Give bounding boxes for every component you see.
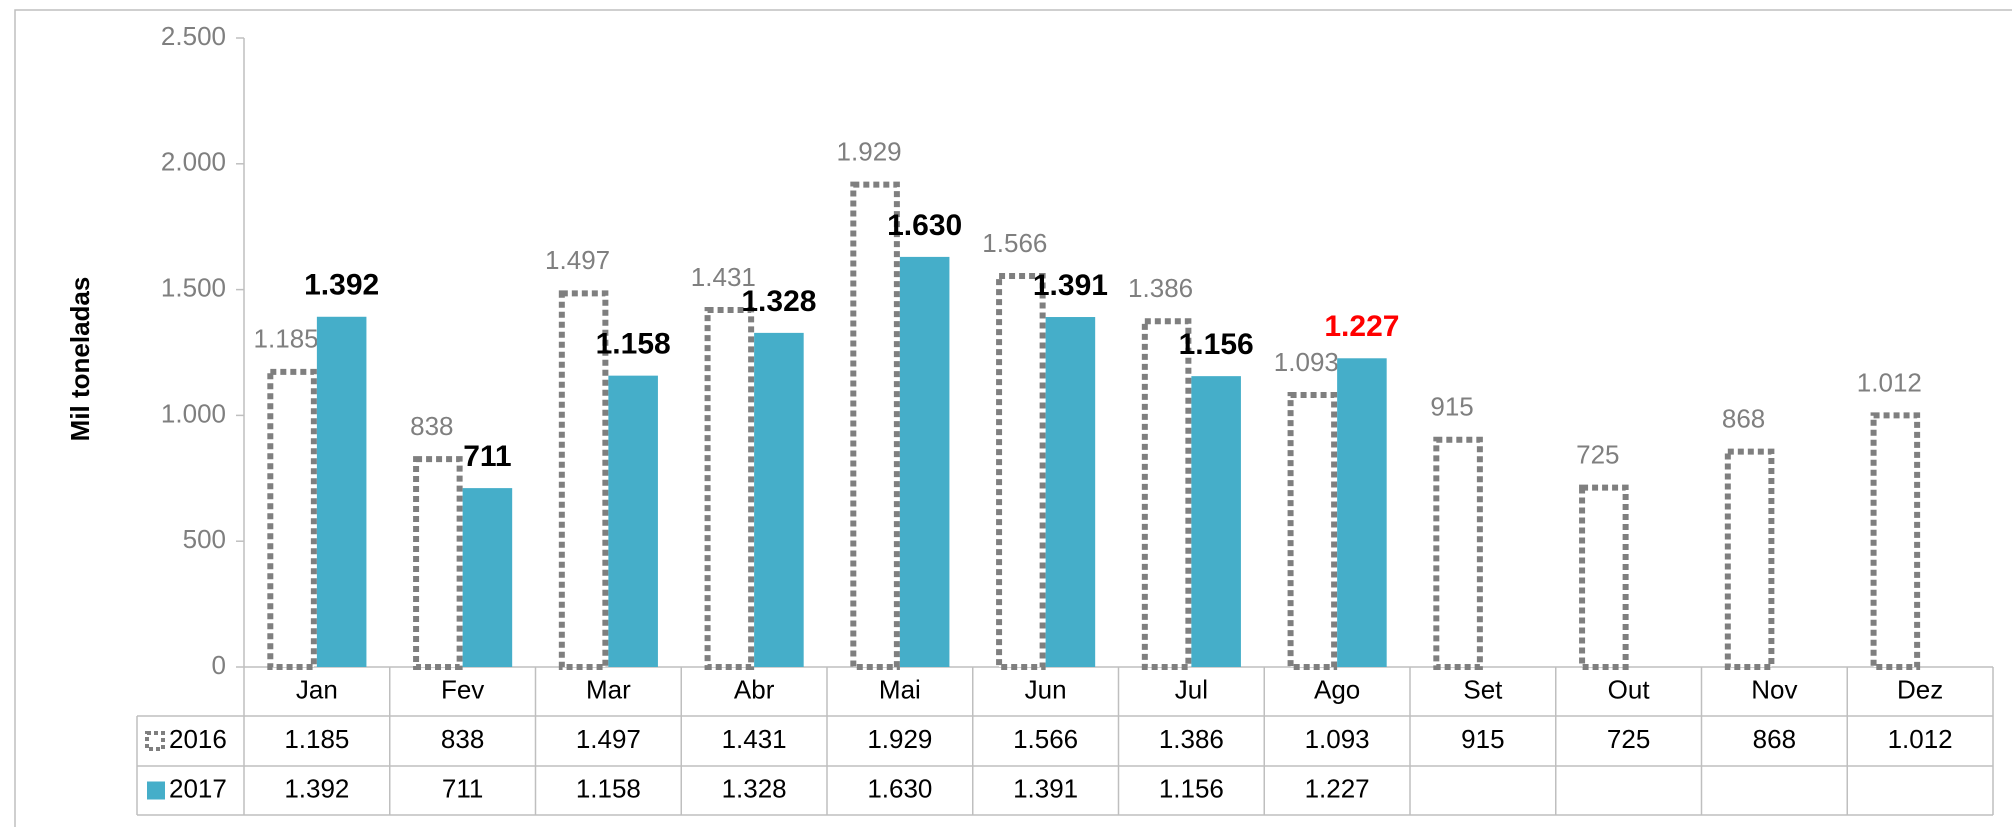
data-label: 1.386 xyxy=(1128,273,1193,303)
table-cell: 1.630 xyxy=(867,773,932,803)
data-label: 1.431 xyxy=(691,262,756,292)
x-tick-label: Mar xyxy=(586,674,631,704)
data-label: 1.328 xyxy=(741,285,816,318)
data-label: 1.156 xyxy=(1179,328,1254,361)
data-label: 1.391 xyxy=(1033,269,1108,302)
data-label: 711 xyxy=(463,440,511,473)
table-cell: 1.391 xyxy=(1013,773,1078,803)
data-label: 1.566 xyxy=(982,228,1047,258)
data-label: 1.497 xyxy=(545,245,610,275)
table-cell: 915 xyxy=(1461,724,1504,754)
bar xyxy=(850,181,900,670)
data-label: 838 xyxy=(410,411,453,441)
legend-key xyxy=(147,781,165,800)
y-tick-label: 500 xyxy=(183,524,226,554)
y-axis-title: Mil toneladas xyxy=(65,277,95,442)
table-cell: 1.497 xyxy=(576,724,641,754)
y-tick-label: 0 xyxy=(212,650,226,680)
bar xyxy=(413,456,463,671)
table-cell: 1.386 xyxy=(1159,724,1224,754)
x-tick-label: Fev xyxy=(441,674,484,704)
table-cell: 1.566 xyxy=(1013,724,1078,754)
bar xyxy=(316,316,367,667)
table-cell: 1.431 xyxy=(722,724,787,754)
table-cell: 1.227 xyxy=(1305,773,1370,803)
bar xyxy=(754,332,804,667)
bar xyxy=(1433,436,1483,671)
bar xyxy=(899,256,950,667)
bar xyxy=(1045,317,1096,667)
x-tick-label: Jun xyxy=(1025,674,1067,704)
table-cell: 1.185 xyxy=(284,724,349,754)
bar xyxy=(608,375,658,667)
x-tick-label: Set xyxy=(1463,674,1503,704)
data-label: 868 xyxy=(1722,403,1765,433)
x-tick-label: Jul xyxy=(1175,674,1208,704)
table-cell: 1.156 xyxy=(1159,773,1224,803)
bar xyxy=(1141,318,1192,670)
data-label: 1.158 xyxy=(596,328,671,361)
bar xyxy=(1287,392,1338,670)
x-tick-label: Ago xyxy=(1314,674,1360,704)
data-label: 915 xyxy=(1430,392,1473,422)
data-label: 1.630 xyxy=(887,209,962,242)
legend-key xyxy=(145,731,165,751)
data-label: 1.392 xyxy=(304,269,379,302)
table-cell: 1.392 xyxy=(284,773,349,803)
x-tick-label: Mai xyxy=(879,674,921,704)
bar xyxy=(1191,376,1241,667)
y-tick-label: 1.000 xyxy=(161,398,226,428)
bar xyxy=(1337,358,1387,667)
y-tick-label: 1.500 xyxy=(161,272,226,302)
x-tick-label: Abr xyxy=(734,674,775,704)
x-tick-label: Nov xyxy=(1751,674,1797,704)
data-label: 1.185 xyxy=(254,324,319,354)
table-cell: 711 xyxy=(442,773,483,803)
chart-frame xyxy=(14,9,2012,827)
table-cell: 1.929 xyxy=(867,724,932,754)
x-tick-label: Out xyxy=(1608,674,1651,704)
y-tick-label: 2.000 xyxy=(161,147,226,177)
bar xyxy=(1579,484,1629,670)
table-cell: 868 xyxy=(1753,724,1796,754)
x-tick-label: Jan xyxy=(296,674,338,704)
data-label: 1.929 xyxy=(837,137,902,167)
bar xyxy=(558,290,609,670)
table-cell: 1.158 xyxy=(576,773,641,803)
data-label: 1.093 xyxy=(1274,347,1339,377)
bar xyxy=(1724,448,1775,670)
bar xyxy=(267,368,317,670)
bar xyxy=(462,488,513,667)
table-cell: 1.012 xyxy=(1888,724,1953,754)
table-cell: 1.093 xyxy=(1305,724,1370,754)
table-cell: 725 xyxy=(1607,724,1650,754)
x-tick-label: Dez xyxy=(1897,674,1943,704)
table-cell: 838 xyxy=(441,724,484,754)
bar xyxy=(1870,412,1921,670)
legend-label: 2016 xyxy=(169,724,227,754)
data-label: 1.012 xyxy=(1857,367,1922,397)
bar xyxy=(704,306,755,670)
bar xyxy=(996,272,1046,670)
data-label: 1.227 xyxy=(1324,310,1399,343)
data-label: 725 xyxy=(1576,439,1619,469)
legend-label: 2017 xyxy=(169,773,227,803)
y-tick-label: 2.500 xyxy=(161,21,226,51)
table-cell: 1.328 xyxy=(722,773,787,803)
